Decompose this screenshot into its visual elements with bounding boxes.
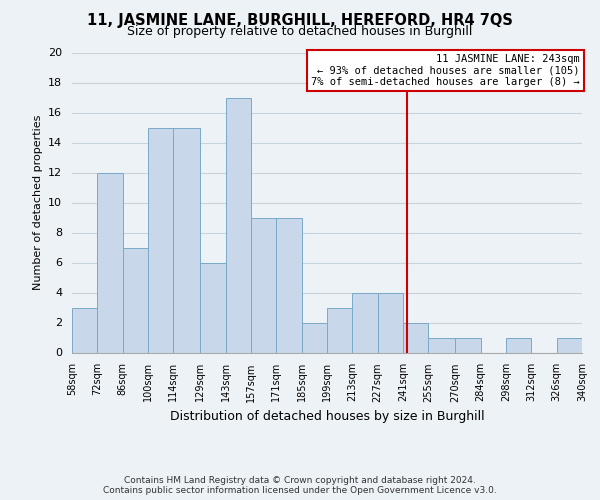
Bar — [327, 308, 352, 352]
Text: Contains HM Land Registry data © Crown copyright and database right 2024.
Contai: Contains HM Land Registry data © Crown c… — [103, 476, 497, 495]
Y-axis label: Number of detached properties: Number of detached properties — [32, 115, 43, 290]
Bar — [506, 338, 532, 352]
Text: Size of property relative to detached houses in Burghill: Size of property relative to detached ho… — [127, 25, 473, 38]
Bar — [557, 338, 582, 352]
Bar — [148, 128, 173, 352]
Bar — [403, 322, 428, 352]
Bar — [97, 172, 122, 352]
Bar — [455, 338, 481, 352]
Bar — [72, 308, 97, 352]
Bar — [173, 128, 200, 352]
Text: 11, JASMINE LANE, BURGHILL, HEREFORD, HR4 7QS: 11, JASMINE LANE, BURGHILL, HEREFORD, HR… — [87, 12, 513, 28]
Bar — [352, 292, 377, 352]
Bar — [251, 218, 277, 352]
X-axis label: Distribution of detached houses by size in Burghill: Distribution of detached houses by size … — [170, 410, 484, 423]
Bar — [200, 262, 226, 352]
Bar — [122, 248, 148, 352]
Bar — [428, 338, 455, 352]
Bar — [377, 292, 403, 352]
Text: 11 JASMINE LANE: 243sqm
← 93% of detached houses are smaller (105)
7% of semi-de: 11 JASMINE LANE: 243sqm ← 93% of detache… — [311, 54, 580, 87]
Bar — [302, 322, 327, 352]
Bar — [226, 98, 251, 352]
Bar — [277, 218, 302, 352]
